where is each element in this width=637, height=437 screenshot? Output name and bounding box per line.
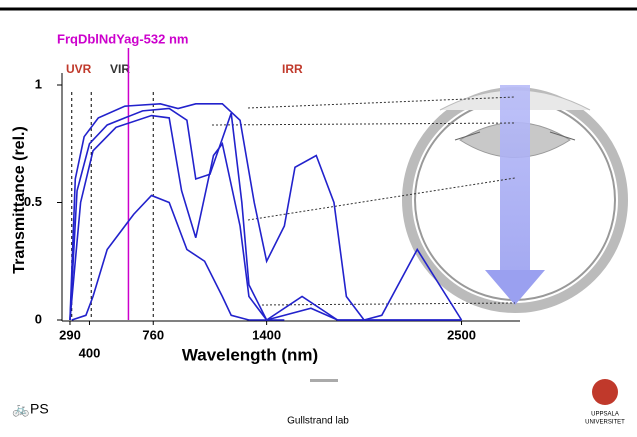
x-tick-label: 290 xyxy=(59,327,81,342)
x-tick-label: 2500 xyxy=(447,327,476,342)
y-tick-label: 1 xyxy=(35,76,42,91)
region-label: IRR xyxy=(282,62,303,76)
y-axis-title: Transmittance (rel.) xyxy=(11,126,28,274)
connector-lines xyxy=(211,96,516,306)
x-axis-title: Wavelength (nm) xyxy=(182,345,318,364)
series-line xyxy=(69,114,462,321)
small-image xyxy=(310,379,338,382)
region-label: VIR xyxy=(110,62,130,76)
y-tick-label: 0.5 xyxy=(24,194,42,209)
y-tick-label: 0 xyxy=(35,311,42,326)
x-tick-label: 1400 xyxy=(252,327,281,342)
uu-logo xyxy=(592,379,618,405)
author: PS xyxy=(30,401,49,417)
x-tick-label: 760 xyxy=(142,327,164,342)
series-line xyxy=(71,194,285,321)
lab-name: Gullstrand lab xyxy=(287,416,349,427)
series-line xyxy=(69,102,463,321)
logo-text: UNIVERSITET xyxy=(585,420,625,426)
eye-diagram xyxy=(402,85,628,313)
series-line xyxy=(69,107,462,322)
logo-text: UPPSALA xyxy=(591,412,619,418)
region-label: UVR xyxy=(66,62,92,76)
bike-icon: 🚲 xyxy=(12,401,29,418)
laser-label: FrqDblNdYag-532 nm xyxy=(57,31,188,46)
x-tick-label: 400 xyxy=(79,345,101,360)
